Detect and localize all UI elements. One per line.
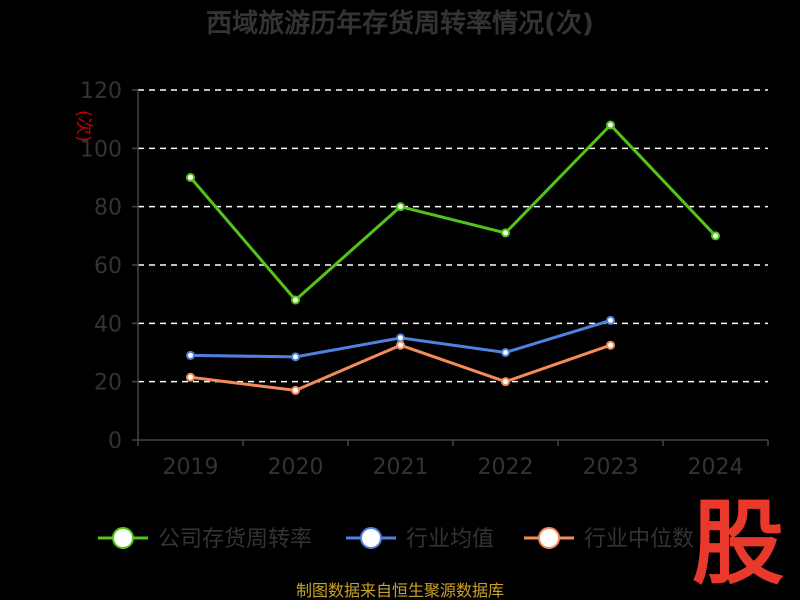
y-axis-unit: (次) [73,110,94,142]
y-tick-label: 120 [80,79,122,104]
watermark-logo: 股 [692,490,784,597]
data-point [501,348,510,357]
y-tick-labels: 0 20 40 60 80 100 120 [80,79,122,454]
data-point [186,173,195,182]
data-point [291,295,300,305]
source-note: 制图数据来自恒生聚源数据库 [296,581,504,600]
series-line-0 [189,123,717,302]
x-tick-labels: 2019 2020 2021 2022 2023 2024 [163,455,744,480]
data-point [606,340,615,350]
x-tick-label: 2024 [688,455,744,480]
series-line-2 [190,343,611,392]
series-lines [189,123,717,392]
data-point [186,372,195,382]
data-point [396,333,405,343]
x-tick-label: 2021 [373,455,429,480]
y-tick-label: 60 [94,254,122,279]
data-point [396,340,405,350]
legend: 公司存货周转率 行业均值 行业中位数 [98,527,694,552]
chart-title: 西域旅游历年存货周转率情况(次) [206,8,594,39]
y-tick-label: 40 [94,312,122,337]
x-tick-label: 2020 [268,455,324,480]
y-tick-label: 0 [108,429,122,454]
legend-label: 公司存货周转率 [158,527,312,552]
data-point [606,120,615,130]
legend-marker [360,527,382,549]
x-tick-label: 2019 [163,455,219,480]
y-tick-label: 100 [80,137,122,162]
data-point [501,377,510,387]
data-point [606,315,615,325]
y-tick-label: 80 [94,196,122,221]
legend-marker [112,527,134,549]
y-tick-label: 20 [94,371,122,396]
data-point [501,228,510,238]
grid-lines [138,89,768,383]
data-point [291,352,300,362]
legend-label: 行业均值 [406,527,494,552]
legend-label: 行业中位数 [584,527,694,552]
data-point [186,350,195,360]
axes [132,89,769,446]
data-point [291,385,300,395]
data-point [396,202,405,212]
legend-marker [538,527,560,549]
series-points [186,120,720,395]
x-tick-label: 2022 [478,455,534,480]
x-tick-label: 2023 [583,455,639,480]
data-point [711,231,720,241]
